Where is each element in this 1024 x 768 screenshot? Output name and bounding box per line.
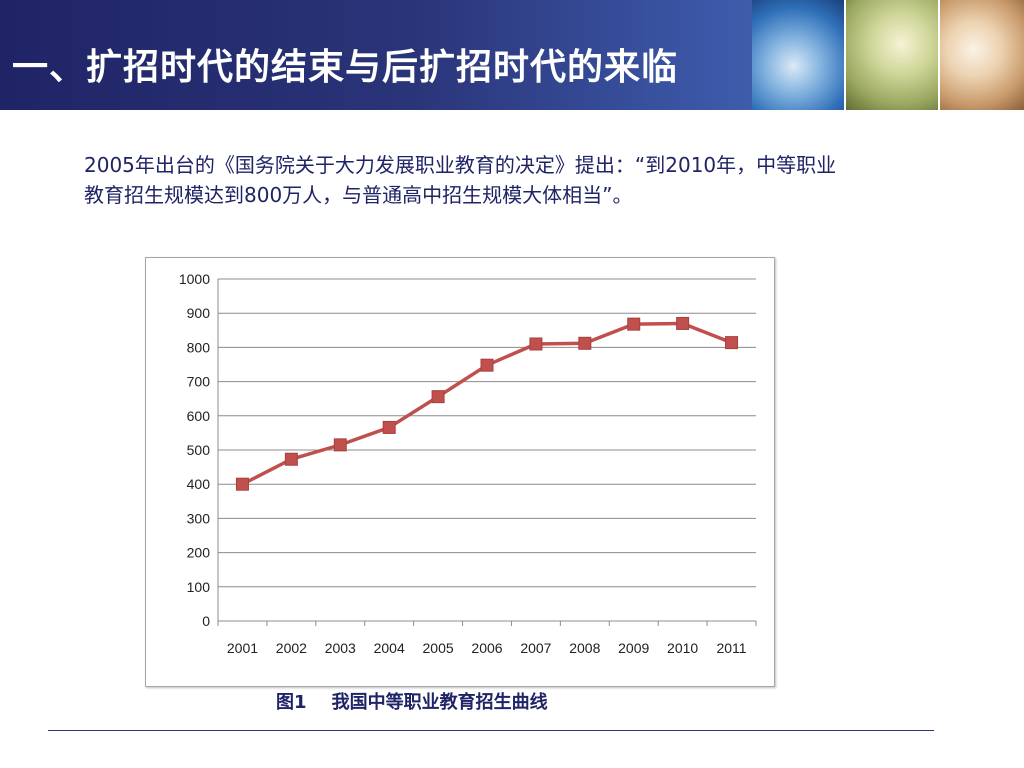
y-tick-label: 1000 [179, 271, 210, 287]
data-point-2002 [284, 452, 298, 466]
y-tick-label: 300 [187, 510, 211, 526]
data-point-2005 [431, 390, 445, 404]
data-point-2009 [627, 317, 641, 331]
y-tick-label: 500 [187, 442, 211, 458]
slide-title: 一、扩招时代的结束与后扩招时代的来临 [12, 47, 679, 88]
data-point-2003 [333, 438, 347, 452]
y-tick-label: 0 [202, 613, 210, 629]
data-point-2001 [235, 477, 249, 491]
x-tick-label-2008: 2008 [569, 640, 600, 656]
x-tick-label-2010: 2010 [667, 640, 698, 656]
enrollment-chart: 0 100 200 300 400 500 600 700 800 900 1000 2001 2002… [145, 257, 775, 687]
chart-caption: 图1 我国中等职业教育招生曲线 [276, 692, 548, 713]
header-photo-calculator [846, 0, 938, 110]
x-tick-label-2004: 2004 [374, 640, 405, 656]
y-tick-label: 200 [187, 545, 211, 561]
photo-divider [844, 0, 846, 110]
y-tick-label: 400 [187, 476, 211, 492]
photo-divider [938, 0, 940, 110]
x-tick-label-2005: 2005 [423, 640, 454, 656]
data-point-2010 [676, 316, 690, 330]
x-tick-label-2006: 2006 [471, 640, 502, 656]
y-tick-label: 900 [187, 305, 211, 321]
x-tick-label-2009: 2009 [618, 640, 649, 656]
data-point-2008 [578, 336, 592, 350]
y-tick-label: 800 [187, 339, 211, 355]
x-tick-label-2001: 2001 [227, 640, 258, 656]
x-tick-label-2011: 2011 [716, 640, 746, 656]
data-point-2011 [725, 336, 739, 350]
data-point-2007 [529, 337, 543, 351]
header-photo-pen [940, 0, 1024, 110]
intro-paragraph: 2005年出台的《国务院关于大力发展职业教育的决定》提出：“到2010年，中等职… [84, 153, 837, 207]
footer-divider [48, 730, 934, 731]
y-tick-label: 700 [187, 374, 211, 390]
header-photo-calendar [752, 0, 844, 110]
x-tick-label-2002: 2002 [276, 640, 307, 656]
x-tick-label-2003: 2003 [325, 640, 356, 656]
chart-svg: 0 100 200 300 400 500 600 700 800 900 1000 2001 2002… [179, 271, 757, 656]
x-tick-label-2007: 2007 [520, 640, 551, 656]
y-tick-label: 100 [187, 579, 211, 595]
y-tick-label: 600 [187, 408, 211, 424]
data-point-2006 [480, 358, 494, 372]
data-point-2004 [382, 420, 396, 434]
